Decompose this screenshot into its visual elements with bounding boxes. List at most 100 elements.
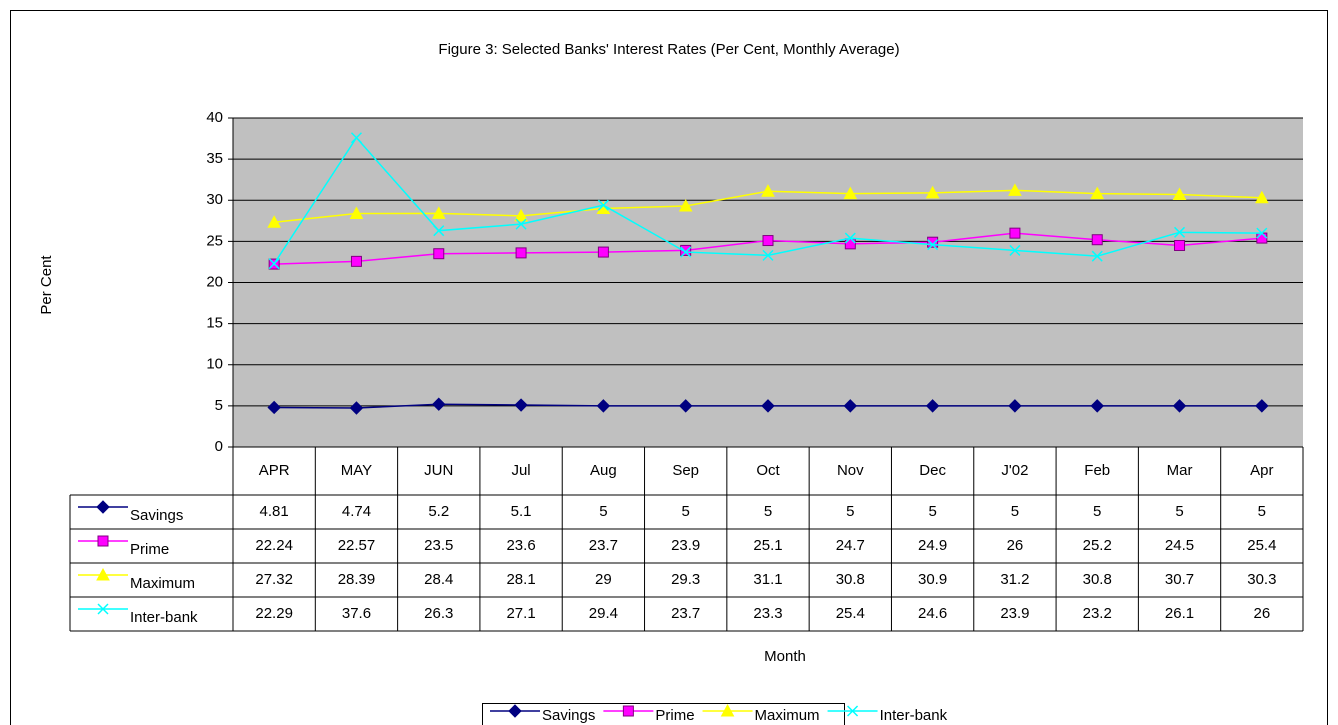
marker [515,218,527,230]
x-tick-label: Nov [837,462,864,479]
marker [925,399,940,413]
marker [1256,227,1268,239]
table-cell: 5 [682,503,690,520]
marker [843,186,858,200]
table-cell: 23.9 [671,537,700,554]
marker [514,398,528,412]
table-cell: 37.6 [342,605,371,622]
table-cell: 5.1 [511,503,532,520]
table-cell: 29.3 [671,571,700,588]
x-tick-label: JUN [424,462,453,479]
marker [761,184,775,197]
table-cell: 30.3 [1247,571,1276,588]
marker [1090,186,1105,200]
y-tick-label: 20 [206,273,223,290]
marker [847,705,859,717]
table-cell: 25.4 [1247,537,1276,554]
marker [350,132,362,144]
marker [1008,399,1022,413]
legend-box [482,703,845,725]
table-cell: 25.2 [1083,537,1112,554]
marker [268,258,280,270]
table-cell: 4.74 [342,503,371,520]
marker [927,236,939,248]
table-cell: 23.7 [589,537,618,554]
x-tick-label: Feb [1084,462,1110,479]
table-cell: 22.57 [338,537,376,554]
table-cell: 26 [1254,605,1271,622]
table-cell: 30.9 [918,571,947,588]
x-tick-label: Jul [511,462,530,479]
x-tick-label: Apr [1250,462,1273,479]
table-cell: 5 [1258,503,1266,520]
marker [350,255,362,267]
marker [267,215,281,228]
legend-label: Prime [655,707,694,724]
marker [678,399,693,413]
table-cell: 31.1 [753,571,782,588]
marker [96,567,110,581]
table-cell: 28.39 [338,571,376,588]
table-row-label: Prime [130,541,169,558]
table-cell: 5 [1093,503,1101,520]
table-cell: 24.7 [836,537,865,554]
y-tick-label: 30 [206,191,223,208]
table-row-label: Inter-bank [130,609,198,626]
y-tick-label: 0 [215,438,223,455]
y-tick-label: 25 [206,232,223,249]
marker [508,704,522,718]
marker [844,238,856,250]
table-cell: 28.4 [424,571,453,588]
marker [761,399,775,413]
marker [96,500,110,514]
table-cell: 5 [1175,503,1183,520]
legend-label: Maximum [755,707,820,724]
table-cell: 29 [595,571,612,588]
x-tick-label: Dec [919,462,946,479]
chart-title: Figure 3: Selected Banks' Interest Rates… [438,41,899,58]
marker [622,705,634,717]
table-cell: 26 [1007,537,1024,554]
marker [762,235,774,247]
x-tick-label: Sep [672,462,699,479]
table-cell: 24.6 [918,605,947,622]
table-cell: 24.9 [918,537,947,554]
y-tick-label: 10 [206,356,223,373]
marker [1174,239,1186,251]
marker [1172,187,1187,200]
marker [680,246,692,258]
x-axis-label: Month [764,648,806,665]
marker [1174,226,1186,238]
marker [267,400,281,415]
marker [680,244,692,256]
table-cell: 5 [846,503,854,520]
y-tick-label: 35 [206,150,223,167]
marker [433,248,445,260]
marker [596,399,611,413]
table-row-label: Maximum [130,575,195,592]
x-tick-label: Aug [590,462,617,479]
marker [1255,190,1269,204]
marker [597,246,609,258]
table-cell: 23.5 [424,537,453,554]
marker [1009,227,1021,239]
table-cell: 30.7 [1165,571,1194,588]
table-cell: 5 [764,503,772,520]
table-cell: 28.1 [506,571,535,588]
marker [432,397,446,411]
marker [720,703,735,717]
marker [431,206,446,219]
table-cell: 31.2 [1000,571,1029,588]
table-cell: 23.3 [753,605,782,622]
marker [844,232,856,244]
x-tick-label: APR [259,462,290,479]
table-cell: 22.29 [255,605,293,622]
marker [97,535,109,547]
table-cell: 30.8 [836,571,865,588]
marker [1255,399,1269,413]
marker [515,247,527,259]
table-cell: 22.24 [255,537,293,554]
marker [925,185,940,199]
y-tick-label: 15 [206,315,223,332]
